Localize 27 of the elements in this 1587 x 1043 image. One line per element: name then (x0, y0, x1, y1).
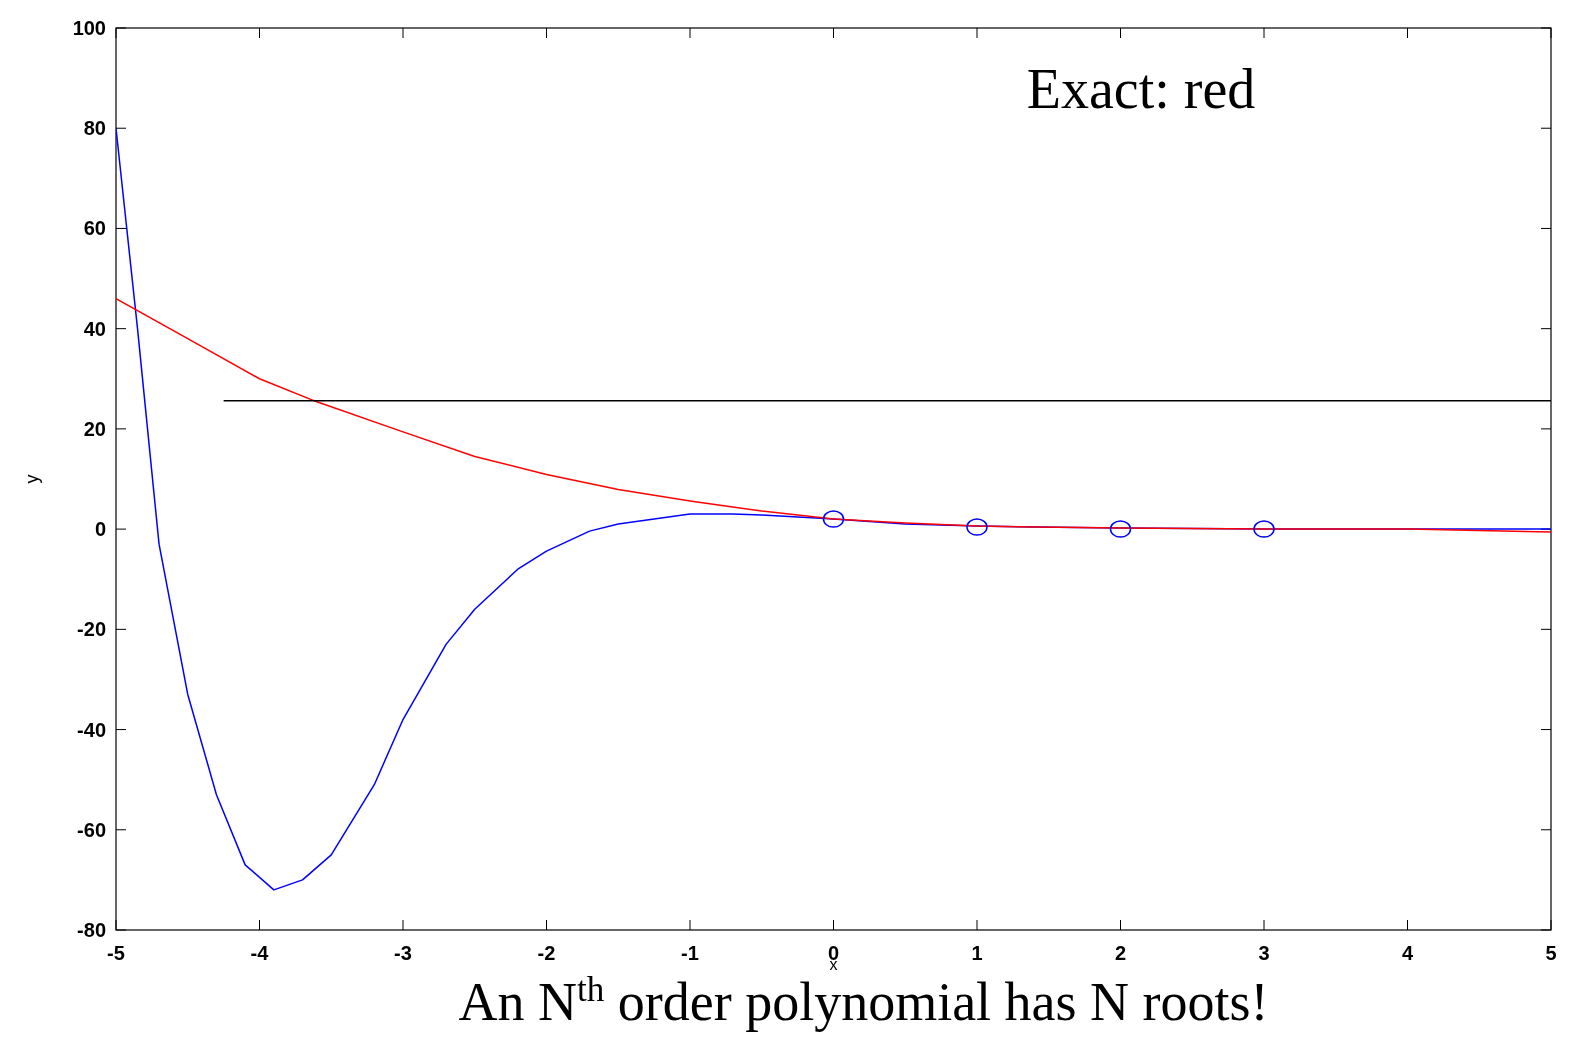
y-tick-label: -20 (77, 618, 106, 641)
x-tick-label: -2 (537, 942, 556, 964)
x-tick-label: -5 (107, 942, 125, 964)
text: An N$^{th}$ order polynomial has N roots! (458, 969, 1269, 1032)
x-tick-label: -3 (394, 942, 412, 964)
y-tick-label: 100 (72, 17, 106, 39)
x-tick-label: 3 (1258, 942, 1270, 964)
y-tick-label: 40 (83, 317, 106, 340)
y-tick-label: 0 (94, 518, 106, 541)
y-tick-label: 60 (83, 217, 106, 240)
y-tick-label: -60 (77, 818, 106, 841)
point (966, 518, 988, 536)
point (1109, 520, 1132, 538)
x-tick-label: 1 (971, 942, 983, 964)
y-tick-label: -40 (77, 718, 106, 741)
y-tick-label: 20 (83, 417, 106, 440)
point (1253, 520, 1275, 538)
point (822, 510, 845, 528)
x-tick-label: 2 (1114, 942, 1127, 964)
x-tick-label: -1 (681, 942, 699, 964)
y-tick-label: -80 (77, 919, 106, 941)
x-tick-label: 5 (1545, 942, 1557, 964)
y-tick-label: 80 (83, 117, 106, 140)
x-tick-label: -4 (250, 942, 270, 964)
x-tick-label: 4 (1401, 942, 1414, 964)
y-axis-title: y (22, 474, 42, 484)
annotation: Exact: red (1026, 58, 1256, 120)
